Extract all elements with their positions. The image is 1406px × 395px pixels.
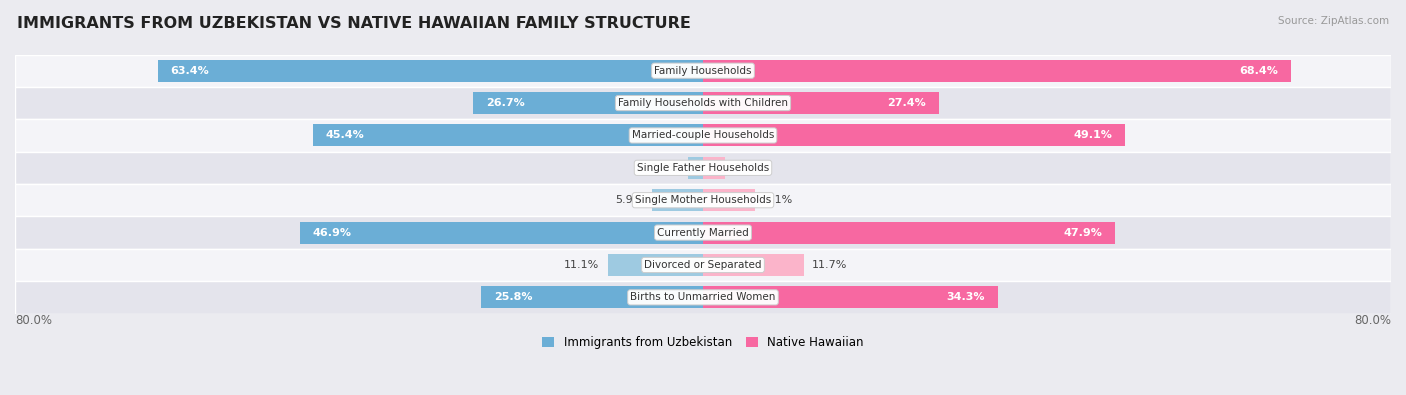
Bar — [652, 189, 703, 211]
Bar — [703, 222, 1115, 244]
Bar — [312, 124, 703, 147]
Text: 80.0%: 80.0% — [15, 314, 52, 327]
Bar — [703, 157, 724, 179]
Bar — [15, 249, 1391, 281]
Text: Births to Unmarried Women: Births to Unmarried Women — [630, 292, 776, 302]
Text: 26.7%: 26.7% — [486, 98, 524, 108]
Bar — [688, 157, 703, 179]
Bar — [299, 222, 703, 244]
Text: 45.4%: 45.4% — [325, 130, 364, 141]
Text: Family Households with Children: Family Households with Children — [619, 98, 787, 108]
Bar — [703, 286, 998, 308]
Text: Single Father Households: Single Father Households — [637, 163, 769, 173]
Text: Married-couple Households: Married-couple Households — [631, 130, 775, 141]
Text: 47.9%: 47.9% — [1063, 228, 1102, 237]
Bar — [15, 216, 1391, 249]
Text: Currently Married: Currently Married — [657, 228, 749, 237]
Legend: Immigrants from Uzbekistan, Native Hawaiian: Immigrants from Uzbekistan, Native Hawai… — [543, 336, 863, 349]
Text: Single Mother Households: Single Mother Households — [636, 195, 770, 205]
Bar — [607, 254, 703, 276]
Text: IMMIGRANTS FROM UZBEKISTAN VS NATIVE HAWAIIAN FAMILY STRUCTURE: IMMIGRANTS FROM UZBEKISTAN VS NATIVE HAW… — [17, 16, 690, 31]
Bar — [15, 119, 1391, 152]
Bar — [157, 60, 703, 82]
Text: 1.8%: 1.8% — [651, 163, 679, 173]
Bar — [703, 124, 1125, 147]
Bar — [15, 55, 1391, 87]
Text: 49.1%: 49.1% — [1074, 130, 1112, 141]
Text: 5.9%: 5.9% — [616, 195, 644, 205]
Bar — [474, 92, 703, 114]
Text: 25.8%: 25.8% — [494, 292, 533, 302]
Text: 68.4%: 68.4% — [1240, 66, 1278, 76]
Bar — [15, 281, 1391, 314]
Bar — [703, 60, 1291, 82]
Text: 80.0%: 80.0% — [1354, 314, 1391, 327]
Text: 46.9%: 46.9% — [312, 228, 352, 237]
Text: Family Households: Family Households — [654, 66, 752, 76]
Text: 11.7%: 11.7% — [813, 260, 848, 270]
Text: Divorced or Separated: Divorced or Separated — [644, 260, 762, 270]
Text: 6.1%: 6.1% — [763, 195, 793, 205]
Bar — [703, 254, 804, 276]
Text: 34.3%: 34.3% — [946, 292, 986, 302]
Text: 2.5%: 2.5% — [733, 163, 762, 173]
Text: 63.4%: 63.4% — [170, 66, 209, 76]
Bar — [703, 92, 939, 114]
Bar — [15, 184, 1391, 216]
Bar — [15, 152, 1391, 184]
Bar — [15, 87, 1391, 119]
Bar — [481, 286, 703, 308]
Text: 27.4%: 27.4% — [887, 98, 925, 108]
Bar — [703, 189, 755, 211]
Text: Source: ZipAtlas.com: Source: ZipAtlas.com — [1278, 16, 1389, 26]
Text: 11.1%: 11.1% — [564, 260, 599, 270]
